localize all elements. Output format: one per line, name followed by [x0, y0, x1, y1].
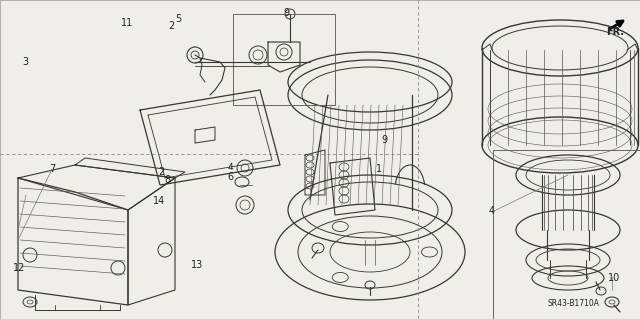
Text: 3: 3 [22, 57, 29, 67]
Text: 11: 11 [120, 18, 133, 28]
Text: 2: 2 [168, 21, 175, 31]
Text: 9: 9 [283, 8, 289, 19]
Text: 14: 14 [152, 196, 165, 206]
Text: 9: 9 [381, 135, 387, 145]
Text: 6: 6 [227, 172, 234, 182]
Text: 4: 4 [488, 205, 495, 216]
Text: SR43-B1710A: SR43-B1710A [548, 300, 600, 308]
Text: 1: 1 [376, 164, 382, 174]
Text: 5: 5 [175, 13, 181, 24]
Text: 8: 8 [164, 175, 171, 185]
Text: 4: 4 [227, 164, 233, 173]
Text: 13: 13 [191, 260, 204, 270]
Text: 2: 2 [158, 167, 164, 177]
Text: 12: 12 [13, 263, 26, 273]
Text: FR.: FR. [606, 27, 624, 37]
Text: 10: 10 [608, 272, 621, 283]
Text: 7: 7 [49, 164, 56, 174]
